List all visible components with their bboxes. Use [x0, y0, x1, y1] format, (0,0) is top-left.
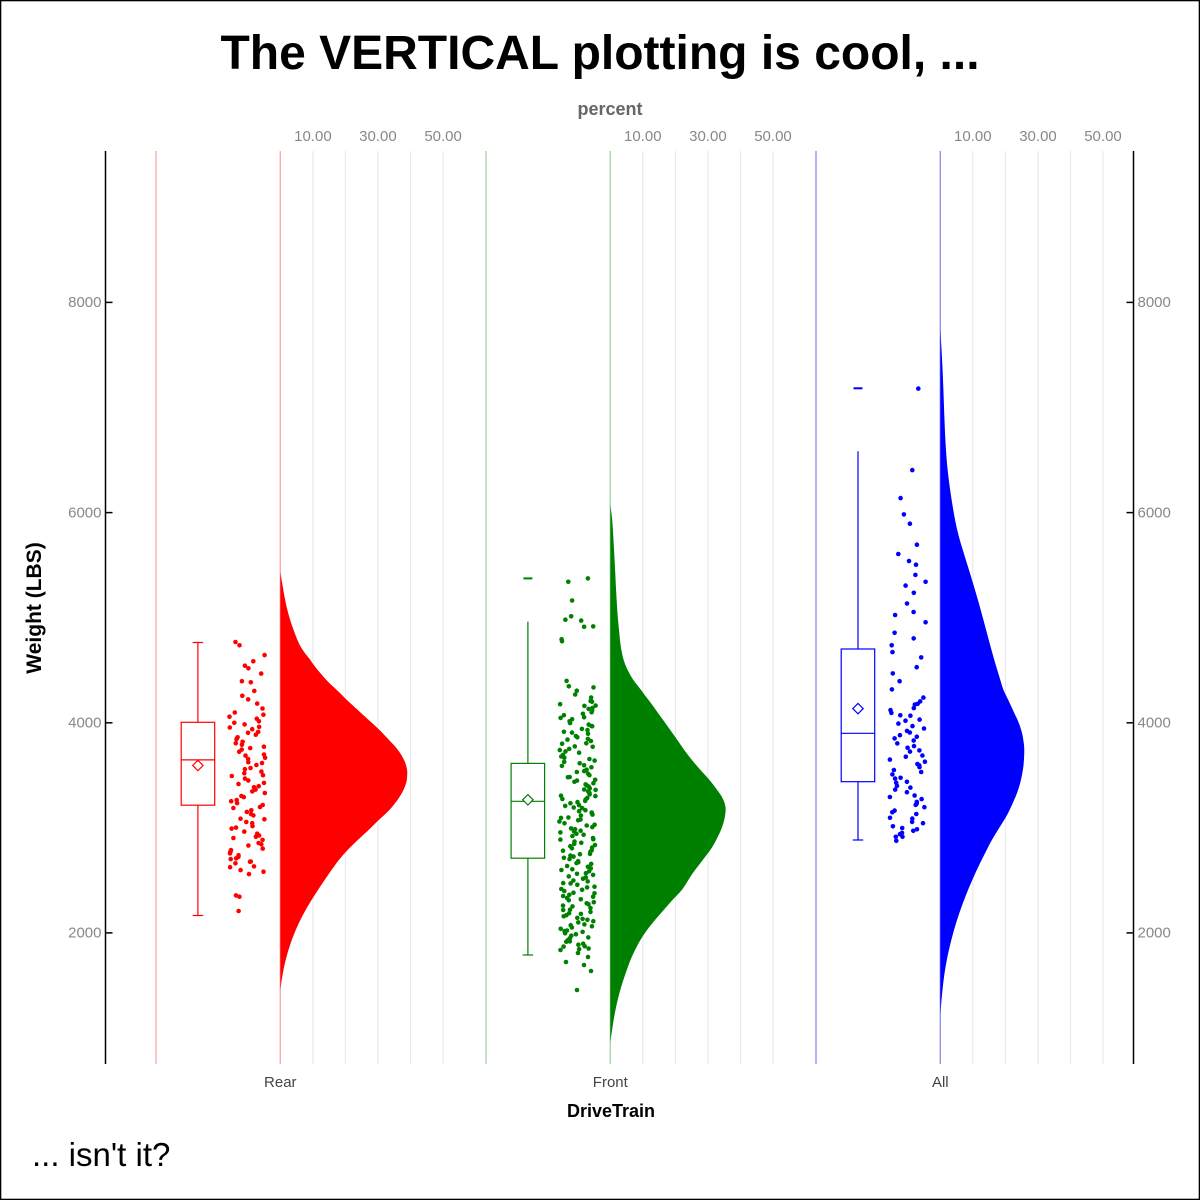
svg-text:50.00: 50.00: [1084, 128, 1122, 145]
svg-text:10.00: 10.00: [624, 128, 662, 145]
svg-text:2000: 2000: [1138, 925, 1171, 942]
svg-text:Weight (LBS): Weight (LBS): [23, 542, 46, 673]
svg-text:8000: 8000: [68, 294, 101, 311]
svg-text:30.00: 30.00: [1019, 128, 1057, 145]
svg-text:10.00: 10.00: [294, 128, 332, 145]
svg-text:Front: Front: [593, 1074, 629, 1091]
svg-text:All: All: [932, 1074, 949, 1091]
svg-text:percent: percent: [577, 99, 642, 119]
svg-text:4000: 4000: [1138, 715, 1171, 732]
svg-text:6000: 6000: [1138, 504, 1171, 521]
svg-text:... isn't it?: ... isn't it?: [32, 1136, 170, 1173]
svg-text:30.00: 30.00: [359, 128, 397, 145]
svg-text:50.00: 50.00: [754, 128, 792, 145]
svg-text:10.00: 10.00: [954, 128, 992, 145]
svg-text:4000: 4000: [68, 715, 101, 732]
svg-text:The VERTICAL plotting is cool,: The VERTICAL plotting is cool, ...: [220, 27, 979, 80]
svg-text:DriveTrain: DriveTrain: [567, 1101, 655, 1121]
svg-text:30.00: 30.00: [689, 128, 727, 145]
svg-text:Rear: Rear: [264, 1074, 297, 1091]
svg-text:2000: 2000: [68, 925, 101, 942]
svg-text:6000: 6000: [68, 504, 101, 521]
svg-text:50.00: 50.00: [424, 128, 462, 145]
svg-text:8000: 8000: [1138, 294, 1171, 311]
